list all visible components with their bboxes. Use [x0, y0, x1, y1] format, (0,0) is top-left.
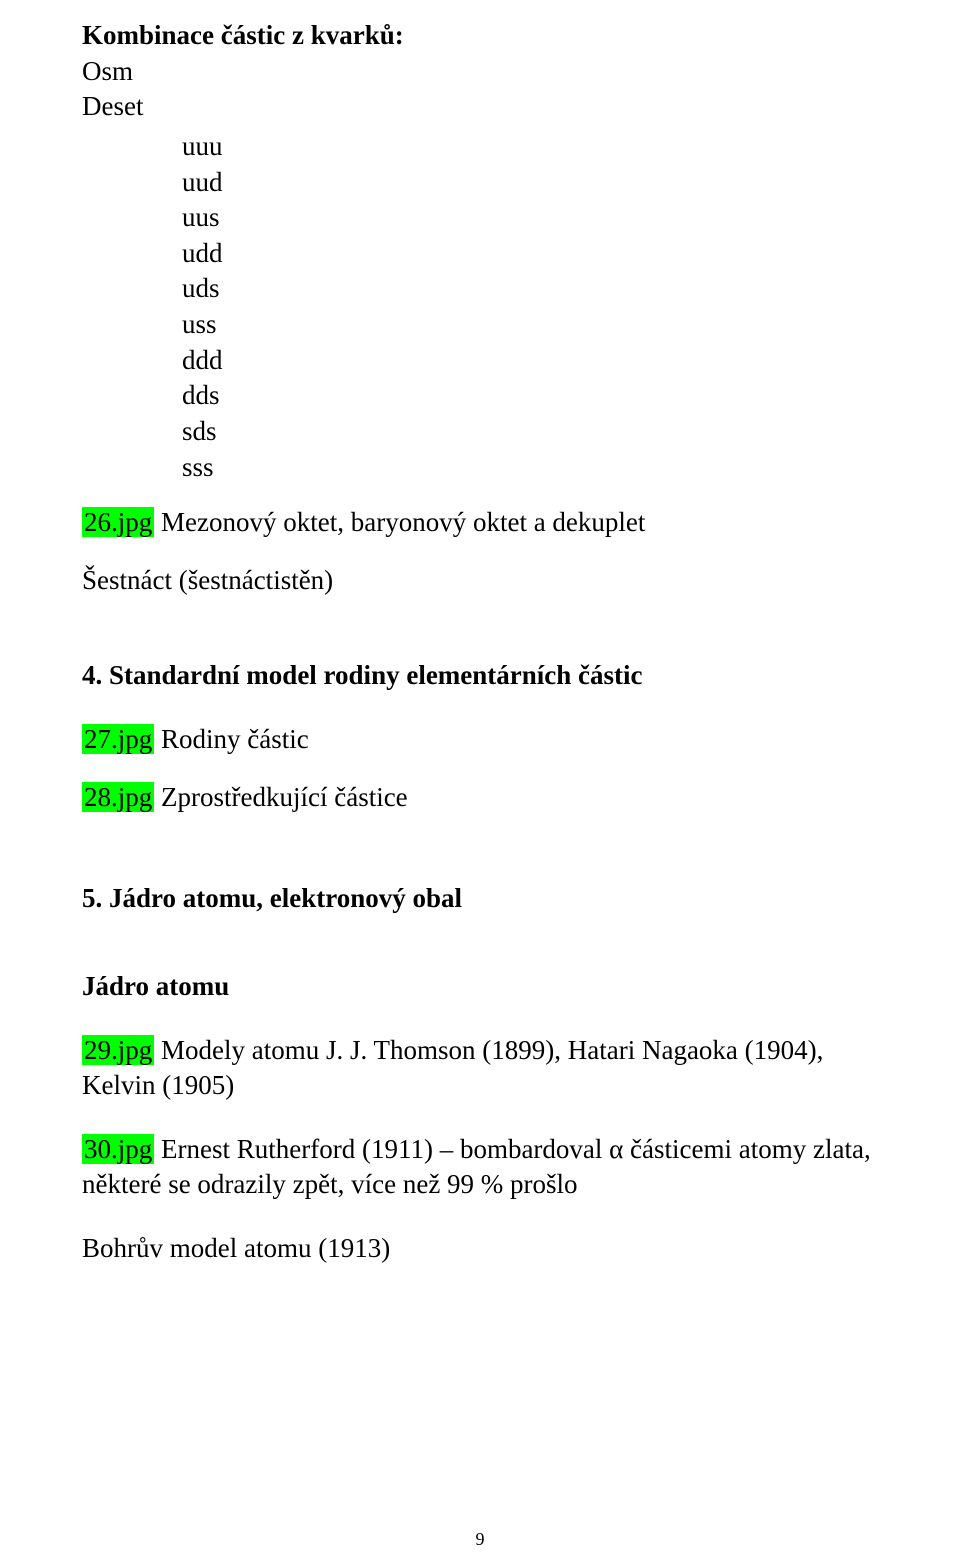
quark-item: udd [182, 236, 878, 272]
title-heading: Kombinace částic z kvarků: [82, 18, 878, 54]
quark-item: uuu [182, 129, 878, 165]
quark-item: ddd [182, 343, 878, 379]
jpg27-line: 27.jpg Rodiny částic [82, 722, 878, 758]
jpg26-text: Mezonový oktet, baryonový oktet a dekupl… [154, 507, 645, 537]
jpg29-label: 29.jpg [82, 1035, 154, 1065]
section-4-heading: 4. Standardní model rodiny elementárních… [82, 658, 878, 694]
jpg26-line: 26.jpg Mezonový oktet, baryonový oktet a… [82, 505, 878, 541]
section-5-heading: 5. Jádro atomu, elektronový obal [82, 881, 878, 917]
jpg29-line: 29.jpg Modely atomu J. J. Thomson (1899)… [82, 1033, 878, 1104]
sestnact-line: Šestnáct (šestnáctistěn) [82, 563, 878, 599]
quark-list: uuu uud uus udd uds uss ddd dds sds sss [182, 129, 878, 485]
jpg26-label: 26.jpg [82, 507, 154, 537]
quark-item: uss [182, 307, 878, 343]
jpg28-text: Zprostředkující částice [154, 782, 407, 812]
jpg30-line: 30.jpg Ernest Rutherford (1911) – bombar… [82, 1132, 878, 1203]
jpg28-label: 28.jpg [82, 782, 154, 812]
jpg27-label: 27.jpg [82, 724, 154, 754]
jpg27-text: Rodiny částic [154, 724, 308, 754]
deset-line: Deset [82, 89, 878, 125]
quark-item: uud [182, 165, 878, 201]
bohr-line: Bohrův model atomu (1913) [82, 1231, 878, 1267]
jpg30-label: 30.jpg [82, 1134, 154, 1164]
quark-item: sds [182, 414, 878, 450]
jpg28-line: 28.jpg Zprostředkující částice [82, 780, 878, 816]
osm-line: Osm [82, 54, 878, 90]
jpg29-text: Modely atomu J. J. Thomson (1899), Hatar… [82, 1035, 823, 1101]
quark-item: sss [182, 450, 878, 486]
quark-item: uds [182, 271, 878, 307]
jpg30-text: Ernest Rutherford (1911) – bombardoval α… [82, 1134, 871, 1200]
quark-item: uus [182, 200, 878, 236]
jadro-heading: Jádro atomu [82, 969, 878, 1005]
quark-item: dds [182, 378, 878, 414]
page-number: 9 [0, 1528, 960, 1552]
